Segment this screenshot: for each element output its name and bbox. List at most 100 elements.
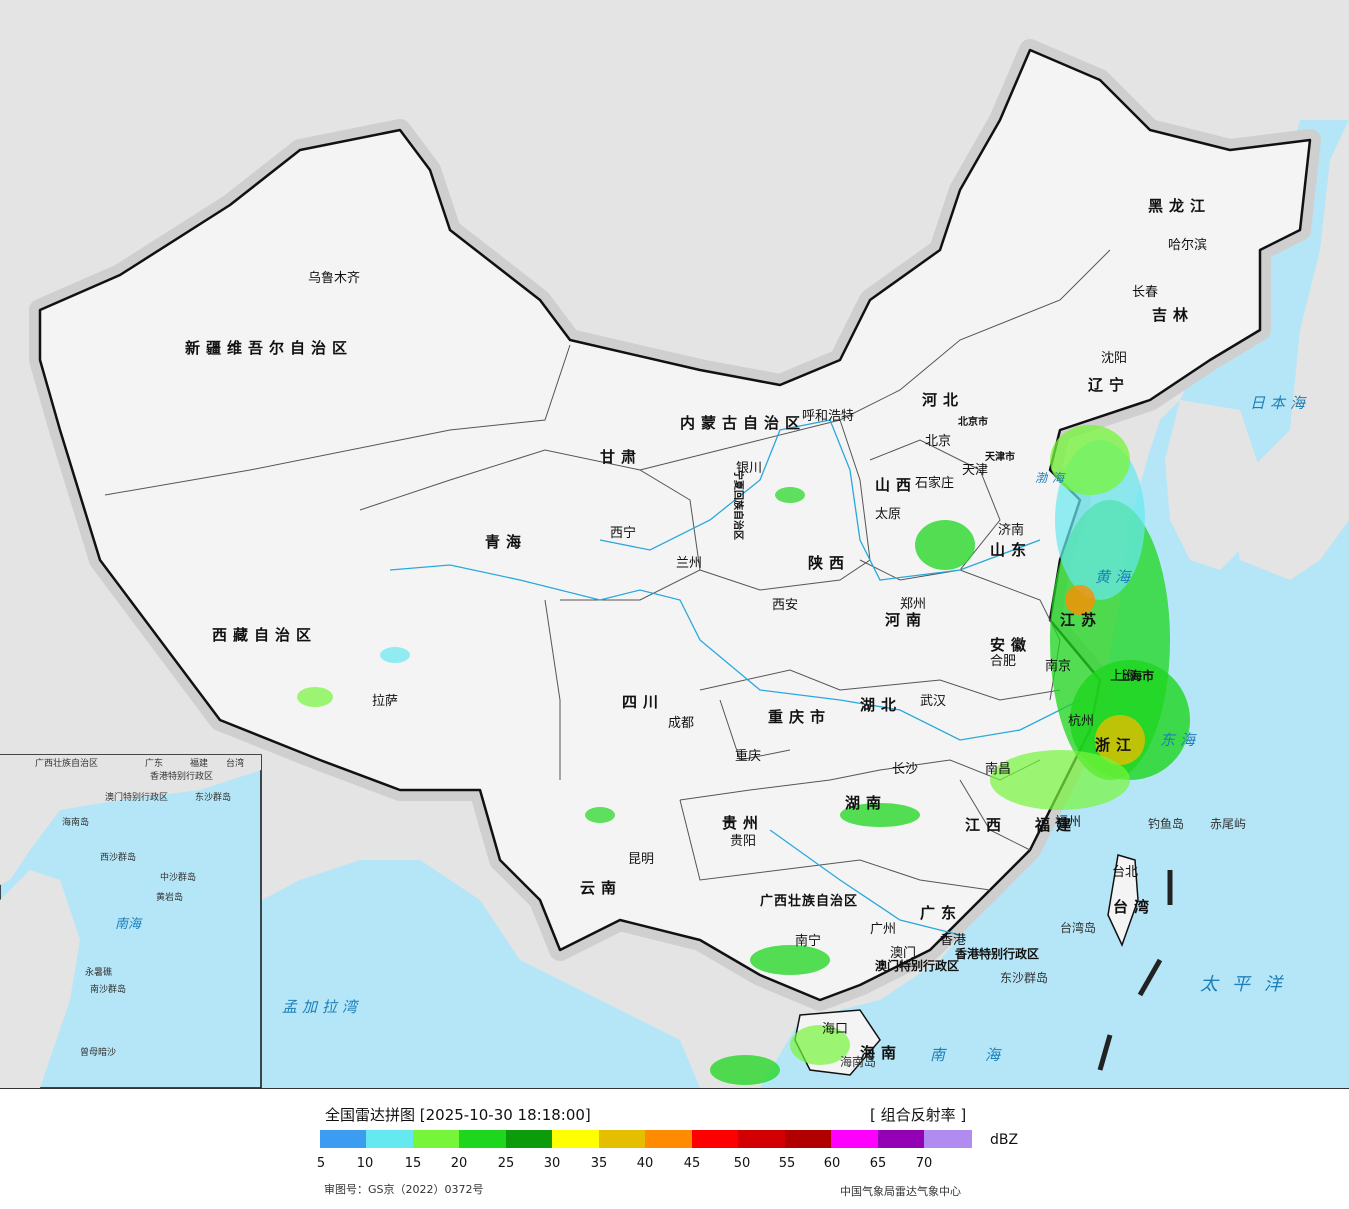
province-label: 澳门特别行政区 xyxy=(875,958,959,973)
legend-tick: 10 xyxy=(356,1156,374,1171)
legend-swatch xyxy=(413,1130,459,1148)
rivers xyxy=(389,419,1081,936)
province-label: 安徽 xyxy=(990,636,1032,654)
sea-label: 黄海 xyxy=(1095,568,1135,586)
province-label: 海南 xyxy=(860,1044,902,1062)
province-label: 陕西 xyxy=(808,554,850,572)
province-label: 西藏自治区 xyxy=(212,626,317,644)
city-label: 杭州 xyxy=(1068,714,1094,729)
unit-label: dBZ xyxy=(990,1132,1019,1148)
city-label: 昆明 xyxy=(628,852,654,867)
province-label: 吉林 xyxy=(1152,306,1194,324)
city-label: 呼和浩特 xyxy=(802,409,854,424)
city-label: 香港 xyxy=(940,933,966,948)
city-label: 兰州 xyxy=(676,556,702,571)
inset-label: 澳门特别行政区 xyxy=(105,791,168,803)
legend-swatch xyxy=(878,1130,924,1148)
province-label: 广西壮族自治区 xyxy=(760,893,858,909)
source-credit: 中国气象局雷达气象中心 xyxy=(840,1185,961,1198)
legend-tick: 70 xyxy=(915,1156,933,1171)
legend-tick: 45 xyxy=(683,1156,701,1171)
sea-label: 日本海 xyxy=(1250,394,1310,412)
radar-echoes xyxy=(297,425,1190,1085)
inset-label: 中沙群岛 xyxy=(160,871,196,883)
city-label: 成都 xyxy=(668,716,694,731)
province-label: 台湾 xyxy=(1113,898,1155,916)
inset-label: 东沙群岛 xyxy=(195,791,231,803)
province-label: 重庆市 xyxy=(768,708,831,726)
province-label: 河北 xyxy=(922,391,964,409)
legend-swatch xyxy=(552,1130,599,1148)
legend-tick: 65 xyxy=(869,1156,887,1171)
korea-land xyxy=(1165,400,1260,570)
city-label: 重庆 xyxy=(735,748,761,764)
island-label: 赤尾屿 xyxy=(1210,817,1246,831)
province-label: 香港特别行政区 xyxy=(954,946,1039,961)
legend-tick: 25 xyxy=(497,1156,515,1171)
island-label: 海南岛 xyxy=(840,1054,876,1069)
legend-tick: 5 xyxy=(316,1156,326,1171)
city-label: 上海 xyxy=(1110,669,1136,684)
approval-number: 审图号：GS京（2022）0372号 xyxy=(324,1183,484,1196)
legend-tick: 35 xyxy=(590,1156,608,1171)
city-label: 长春 xyxy=(1132,285,1158,300)
city-label: 广州 xyxy=(870,922,896,937)
inset-label: 海南岛 xyxy=(62,816,89,828)
city-label: 澳门 xyxy=(890,945,916,961)
inset-label: 台湾 xyxy=(226,757,244,769)
province-label: 天津市 xyxy=(985,450,1015,463)
city-label: 西安 xyxy=(772,598,798,613)
sea-label: 太平洋 xyxy=(1200,974,1296,995)
province-label: 青海 xyxy=(485,533,527,551)
province-label: 山东 xyxy=(990,541,1032,559)
city-label: 北京 xyxy=(925,434,951,449)
city-label: 福州 xyxy=(1055,815,1081,830)
province-label: 江苏 xyxy=(1060,611,1102,629)
city-label: 石家庄 xyxy=(915,475,954,491)
province-label: 黑龙江 xyxy=(1148,197,1211,215)
province-label: 福建 xyxy=(1034,816,1077,834)
legend-tick: 60 xyxy=(823,1156,841,1171)
city-label: 长沙 xyxy=(892,762,918,777)
island-label: 钓鱼岛 xyxy=(1148,816,1184,831)
dash-line xyxy=(1097,870,1173,1071)
province-label: 江西 xyxy=(965,816,1007,834)
province-label: 辽宁 xyxy=(1088,376,1130,394)
inset-label: 南沙群岛 xyxy=(90,983,126,995)
city-label: 贵阳 xyxy=(730,834,756,849)
city-label: 银川 xyxy=(736,461,762,476)
province-label: 贵州 xyxy=(722,814,764,832)
province-label: 北京市 xyxy=(958,415,988,428)
legend-swatch xyxy=(785,1130,831,1148)
legend-footer xyxy=(0,1088,1349,1209)
province-label: 内蒙古自治区 xyxy=(680,414,806,432)
province-label: 甘肃 xyxy=(600,448,642,466)
city-label: 南宁 xyxy=(795,933,821,949)
legend-swatch xyxy=(320,1130,366,1148)
city-label: 乌鲁木齐 xyxy=(308,270,360,286)
inset-label: 南海 xyxy=(115,917,143,932)
inset-label: 黄岩岛 xyxy=(156,891,183,903)
city-label: 天津 xyxy=(962,463,988,478)
province-label: 云南 xyxy=(580,879,622,897)
city-labels: 乌鲁木齐 拉萨 西宁 兰州 银川 呼和浩特 北京 天津 石家庄 太原 济南 郑州… xyxy=(308,237,1207,1037)
legend-swatch xyxy=(645,1130,692,1148)
sea-label: 东海 xyxy=(1160,731,1200,749)
legend-swatch xyxy=(506,1130,552,1148)
inset-label: 广东 xyxy=(145,757,163,769)
city-label: 南京 xyxy=(1045,658,1071,674)
south-china-sea-inset: 广西壮族自治区 广东 福建 台湾 香港特别行政区 澳门特别行政区 东沙群岛 海南… xyxy=(0,754,262,1088)
island-labels: 钓鱼岛 赤尾屿 台湾岛 东沙群岛 海南岛 xyxy=(840,816,1246,1069)
city-label: 海口 xyxy=(822,1022,848,1037)
province-label: 新疆维吾尔自治区 xyxy=(185,339,353,357)
province-label: 四川 xyxy=(622,693,664,711)
legend-tick: 55 xyxy=(778,1156,796,1171)
province-label: 湖北 xyxy=(860,696,902,714)
province-label: 宁夏回族自治区 xyxy=(732,470,745,540)
legend-tick: 40 xyxy=(636,1156,654,1171)
taiwan-island xyxy=(1107,854,1139,947)
inset-label: 曾母暗沙 xyxy=(80,1046,116,1058)
city-label: 武汉 xyxy=(920,694,946,709)
province-label: 上海市 xyxy=(1118,668,1154,683)
inset-label: 永暑礁 xyxy=(85,966,112,978)
